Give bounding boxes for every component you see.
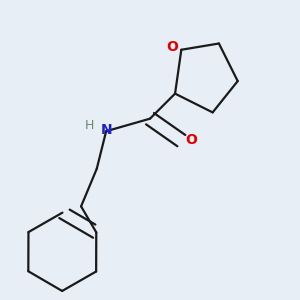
Text: O: O (185, 133, 197, 147)
Text: H: H (85, 119, 94, 132)
Text: O: O (166, 40, 178, 54)
Text: N: N (101, 123, 112, 136)
